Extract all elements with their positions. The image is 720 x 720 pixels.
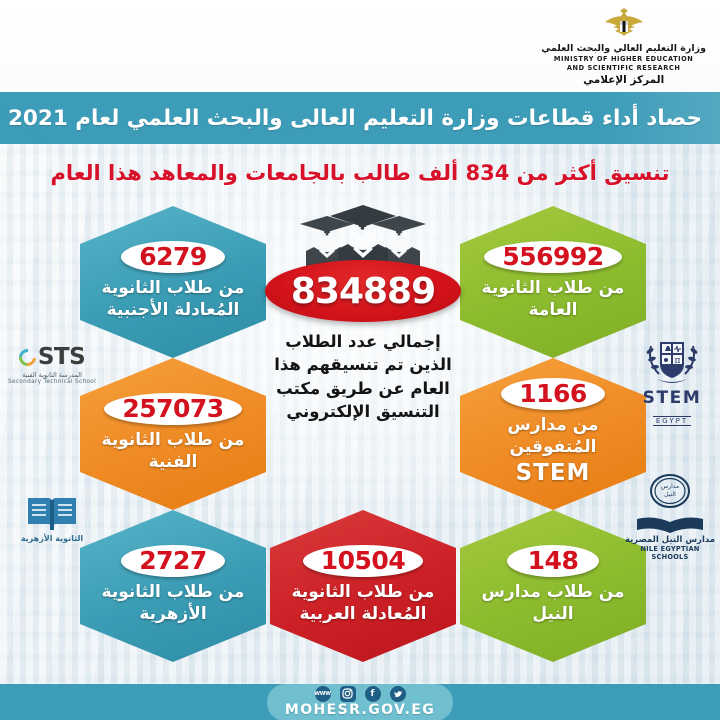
azhar-subtitle: الثانوية الأزهرية xyxy=(20,534,84,543)
hex-arab-equivalent-secondary: 10504 من طلاب الثانوية المُعادلة العربية xyxy=(270,510,456,662)
hex-number: 148 xyxy=(527,546,579,576)
hex-nile-schools: 148 من طلاب مدارس النيل xyxy=(460,510,646,662)
hex-number-pill: 6279 xyxy=(121,241,225,274)
hex-label: من مدارس المُتفوقين STEM xyxy=(470,415,636,487)
media-center-label: المركز الإعلامي xyxy=(583,74,665,87)
hex-foreign-equivalent-secondary: 6279 من طلاب الثانوية المُعادلة الأجنبية xyxy=(80,206,266,358)
sts-acronym: STS xyxy=(37,344,86,370)
sts-logo: STS المدرسة الثانوية الفنية Secondary Te… xyxy=(4,344,100,385)
sts-subtitle-ar: المدرسة الثانوية الفنية xyxy=(22,371,82,379)
facebook-glyph: f xyxy=(370,688,375,699)
center-total-number: 834889 xyxy=(290,270,436,312)
website-url[interactable]: MOHESR.GOV.EG xyxy=(284,701,436,718)
poster-footer: WWW f MOHESR.GOV.E xyxy=(0,683,720,720)
ministry-name-en-line2: AND SCIENTIFIC RESEARCH xyxy=(566,64,681,73)
stem-crest-icon: π xyxy=(641,334,703,390)
stem-country-label: EGYPT xyxy=(652,416,692,426)
hex-label: من طلاب الثانوية العامة xyxy=(481,278,625,320)
ministry-logo: وزارة التعليم العالي والبحث العلمي MINIS… xyxy=(541,5,706,87)
sts-arc-icon xyxy=(15,345,40,369)
nile-title-en: NILE EGYPTIAN SCHOOLS xyxy=(640,545,700,561)
sts-subtitle-en: Secondary Technical School xyxy=(7,379,97,385)
hex-number: 6279 xyxy=(139,242,207,272)
hex-label-stem: STEM xyxy=(515,459,591,486)
hex-number: 257073 xyxy=(122,394,224,424)
azhar-secondary-logo: الثانوية الأزهرية xyxy=(6,490,98,544)
hex-number-pill: 2727 xyxy=(121,545,225,578)
stem-wordmark: STEM xyxy=(642,388,702,408)
hex-number-pill: 257073 xyxy=(104,393,242,426)
hex-number-pill: 148 xyxy=(507,545,599,578)
hex-number: 10504 xyxy=(320,546,406,576)
egypt-eagle-emblem-icon xyxy=(601,5,647,43)
hex-number-pill: 10504 xyxy=(302,545,424,578)
banner-title: حصاد أداء قطاعات وزارة التعليم العالى وا… xyxy=(7,105,702,131)
hex-technical-secondary: 257073 من طلاب الثانوية الفنية xyxy=(80,358,266,510)
hex-number: 556992 xyxy=(502,242,604,272)
hex-label: من طلاب الثانوية الفنية xyxy=(101,430,245,472)
subtitle-wrap: تنسيق أكثر من 834 ألف طالب بالجامعات وال… xyxy=(0,144,720,202)
footer-pill: WWW f MOHESR.GOV.E xyxy=(266,683,454,720)
social-links-row: WWW f xyxy=(314,685,406,702)
center-description: إجمالي عدد الطلاب الذين تم تنسيقهم هذا ا… xyxy=(274,332,452,422)
open-book-icon xyxy=(24,490,80,532)
hex-number-pill: 1166 xyxy=(501,378,605,411)
center-total-ellipse: 834889 xyxy=(265,260,461,322)
center-total-cluster: 834889 إجمالي عدد الطلاب الذين تم تنسيقه… xyxy=(265,202,461,424)
nile-open-book-icon xyxy=(633,513,707,535)
hex-number: 1166 xyxy=(519,379,587,409)
svg-text:مدارس: مدارس xyxy=(661,483,679,490)
hex-label: من طلاب الثانوية الأزهرية xyxy=(101,582,245,624)
hex-stem-schools: 1166 من مدارس المُتفوقين STEM xyxy=(460,358,646,510)
nile-title-ar: مدارس النيل المصرية xyxy=(624,535,716,545)
hexagon-grid: 6279 من طلاب الثانوية المُعادلة الأجنبية… xyxy=(0,202,720,662)
hex-number-pill: 556992 xyxy=(484,241,622,274)
stem-egypt-logo: π STEM EGYPT xyxy=(626,334,718,427)
nile-seal-icon: مدارس النيل xyxy=(648,472,692,512)
hex-azhar-secondary: 2727 من طلاب الثانوية الأزهرية xyxy=(80,510,266,662)
hex-number: 2727 xyxy=(139,546,207,576)
svg-text:النيل: النيل xyxy=(664,491,676,498)
instagram-icon[interactable] xyxy=(339,685,356,702)
facebook-icon[interactable]: f xyxy=(364,685,381,702)
hex-label-text: من مدارس المُتفوقين xyxy=(507,415,599,457)
hex-label: من طلاب الثانوية المُعادلة الأجنبية xyxy=(101,278,245,320)
ministry-name-en-line1: MINISTRY OF HIGHER EDUCATION xyxy=(553,54,694,63)
subtitle-text: تنسيق أكثر من 834 ألف طالب بالجامعات وال… xyxy=(50,161,670,185)
poster-header: وزارة التعليم العالي والبحث العلمي MINIS… xyxy=(0,0,720,92)
www-glyph: WWW xyxy=(314,690,331,697)
sts-logo-row: STS xyxy=(4,344,100,370)
twitter-icon[interactable] xyxy=(389,685,406,702)
www-icon[interactable]: WWW xyxy=(314,685,331,702)
hex-label: من طلاب الثانوية المُعادلة العربية xyxy=(291,582,435,624)
ministry-name-ar: وزارة التعليم العالي والبحث العلمي xyxy=(541,42,706,54)
hex-general-secondary: 556992 من طلاب الثانوية العامة xyxy=(460,206,646,358)
hex-label: من طلاب مدارس النيل xyxy=(481,582,625,624)
title-banner: حصاد أداء قطاعات وزارة التعليم العالى وا… xyxy=(0,92,720,144)
nile-egyptian-schools-logo: مدارس النيل مدارس النيل المصرية NILE EGY… xyxy=(622,472,718,561)
svg-text:π: π xyxy=(675,356,681,366)
